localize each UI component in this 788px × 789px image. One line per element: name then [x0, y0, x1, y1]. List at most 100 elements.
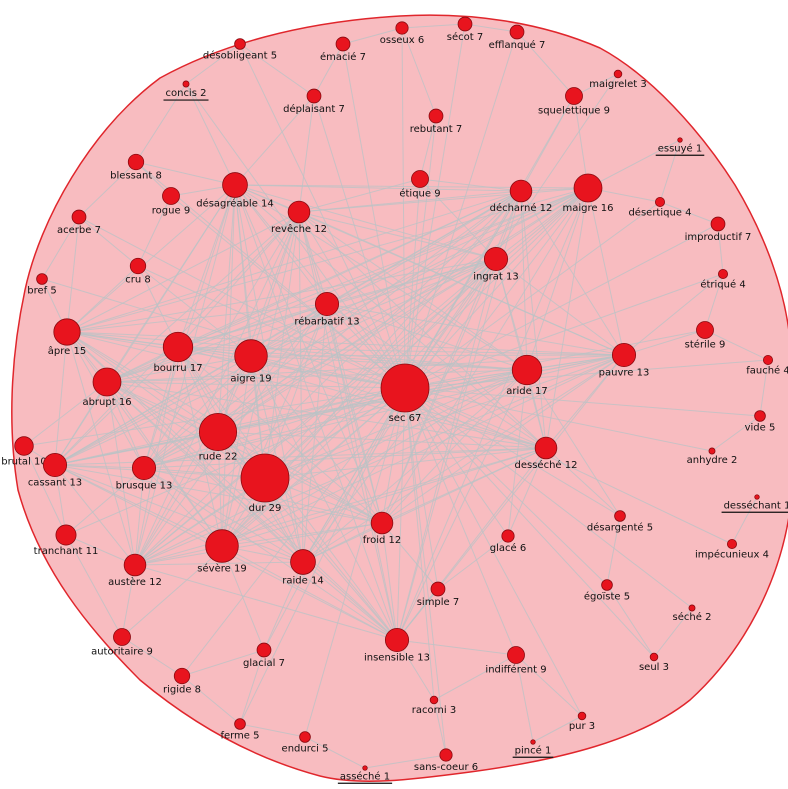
- edge: [106, 381, 398, 641]
- edge: [239, 43, 315, 97]
- edge: [54, 331, 68, 466]
- node-name: stérile: [685, 339, 716, 351]
- node-label: improductif 7: [685, 232, 752, 243]
- node-label: revêche 12: [271, 223, 327, 235]
- node-label: égoïste 5: [584, 590, 630, 602]
- node: [509, 179, 533, 203]
- node-name: âpre: [48, 345, 71, 357]
- node: [726, 538, 738, 550]
- edge: [326, 187, 589, 305]
- edge: [66, 331, 398, 641]
- node-name: dur: [249, 503, 267, 514]
- node-name: acerbe: [57, 225, 91, 236]
- node-count: 12: [565, 460, 578, 471]
- nodes: désobligeant 5 concis 2 émacié 7 osseux 6 sé…: [1, 16, 788, 784]
- node: [14, 436, 34, 456]
- edge: [221, 447, 547, 547]
- edge: [66, 258, 497, 333]
- node-count: 11: [86, 546, 99, 557]
- edge: [239, 387, 406, 725]
- edge: [234, 184, 497, 260]
- edge: [515, 654, 583, 717]
- node: [380, 363, 430, 413]
- node-label: aigre 19: [230, 373, 271, 384]
- node-label: simple 7: [417, 597, 460, 608]
- edge: [217, 211, 300, 433]
- node-count: 4: [685, 208, 691, 219]
- edge: [396, 369, 528, 641]
- edge: [250, 355, 406, 389]
- node-name: étriqué: [700, 279, 736, 291]
- node: [430, 581, 446, 597]
- edge: [137, 195, 172, 267]
- node-name: tranchant: [34, 546, 83, 557]
- node-label: glacé 6: [490, 542, 526, 554]
- node: [511, 354, 543, 386]
- node-count: 3: [589, 721, 595, 732]
- node-name: seul: [639, 662, 659, 673]
- node-label: pauvre 13: [599, 368, 650, 379]
- edge: [302, 387, 406, 563]
- node: [53, 318, 81, 346]
- node-name: bref: [27, 285, 47, 296]
- edge: [143, 355, 252, 469]
- edge: [526, 369, 621, 517]
- edge: [623, 273, 724, 356]
- edge: [106, 381, 136, 566]
- edge: [78, 216, 139, 267]
- edge: [217, 303, 328, 433]
- node: [649, 652, 659, 662]
- edge: [304, 387, 406, 738]
- node-count: 6: [520, 543, 526, 554]
- edge: [23, 381, 108, 447]
- edge: [302, 561, 398, 641]
- node-count: 10: [34, 456, 47, 467]
- node-count: 22: [225, 452, 238, 463]
- edge: [381, 522, 398, 641]
- node-name: rebutant: [410, 124, 453, 135]
- edge: [177, 346, 406, 389]
- edge: [221, 522, 383, 547]
- node-count: 9: [604, 106, 610, 117]
- node-label: dur 29: [249, 503, 282, 514]
- edge: [106, 355, 252, 383]
- node-count: 3: [640, 79, 646, 90]
- edge: [342, 43, 406, 389]
- node-count: 5: [253, 730, 259, 741]
- node: [92, 367, 122, 397]
- edge: [404, 387, 733, 545]
- node-name: essuyé: [658, 142, 693, 154]
- node-count: 7: [360, 52, 366, 63]
- edge: [134, 211, 300, 566]
- node-label: seul 3: [639, 662, 669, 673]
- node: [708, 447, 716, 455]
- edge: [134, 431, 219, 566]
- node-label: rebutant 7: [410, 124, 463, 135]
- node-count: 1: [545, 745, 551, 756]
- node: [509, 24, 525, 40]
- edge: [419, 115, 437, 180]
- edge: [66, 331, 625, 356]
- node-name: glacial: [243, 658, 275, 669]
- edge: [135, 161, 236, 186]
- edge: [250, 258, 497, 357]
- node-label: concis 2: [165, 88, 206, 99]
- edge: [54, 187, 589, 466]
- node-name: endurci: [282, 743, 319, 754]
- node-label: décharné 12: [490, 202, 553, 214]
- node-label: aride 17: [506, 386, 547, 397]
- node-label: indifférent 9: [485, 664, 546, 676]
- node-count: 12: [149, 577, 162, 588]
- node-count: 2: [705, 612, 711, 623]
- edge: [106, 381, 219, 433]
- edge: [221, 545, 398, 641]
- edge: [143, 467, 304, 563]
- edge: [520, 190, 547, 449]
- node-label: anhydre 2: [687, 455, 738, 466]
- node-label: endurci 5: [282, 743, 329, 754]
- node: [123, 553, 147, 577]
- edge: [106, 381, 145, 469]
- edge: [404, 387, 655, 658]
- node-count: 9: [540, 665, 546, 676]
- node: [754, 410, 766, 422]
